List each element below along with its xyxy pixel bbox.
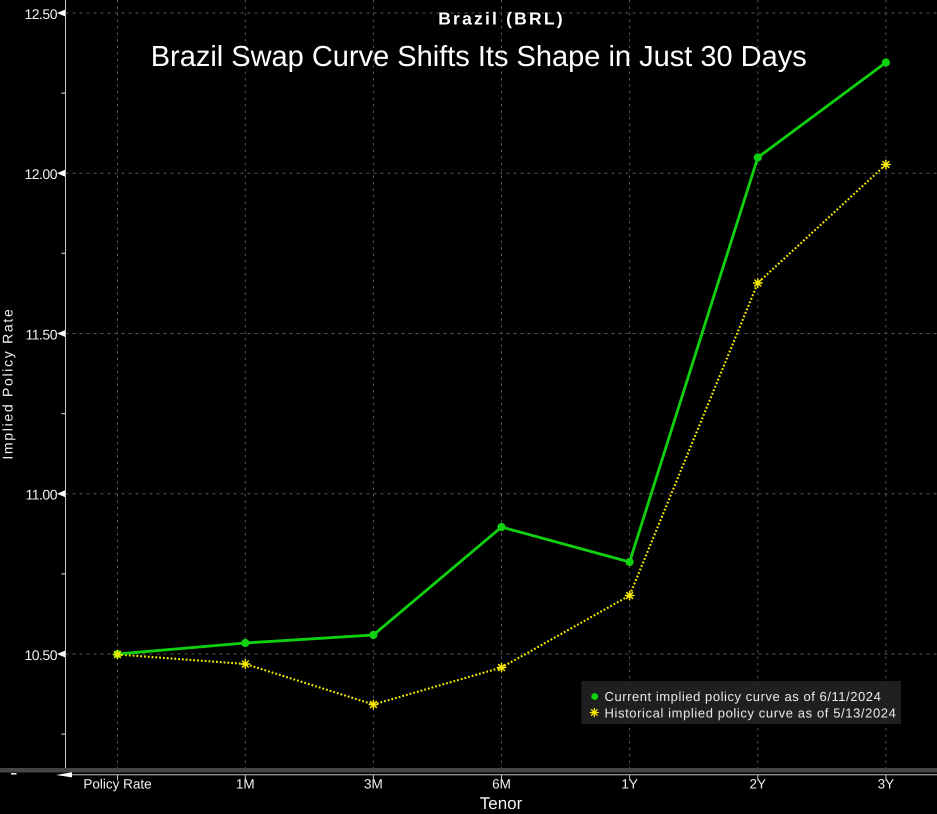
svg-text:3Y: 3Y	[878, 777, 895, 792]
svg-text:Brazil (BRL): Brazil (BRL)	[438, 8, 565, 28]
svg-text:1M: 1M	[236, 777, 255, 792]
svg-text:Historical implied policy curv: Historical implied policy curve as of 5/…	[605, 706, 897, 721]
svg-text:10.50: 10.50	[24, 647, 57, 663]
svg-text:11.00: 11.00	[26, 487, 58, 503]
svg-text:12.50: 12.50	[24, 6, 57, 22]
svg-text:11.50: 11.50	[26, 327, 58, 343]
svg-text:2Y: 2Y	[750, 777, 767, 792]
svg-text:6M: 6M	[492, 777, 511, 792]
svg-text:3M: 3M	[364, 777, 383, 792]
svg-text:12.00: 12.00	[24, 166, 57, 182]
svg-text:Tenor: Tenor	[480, 794, 523, 813]
svg-text:Brazil Swap Curve Shifts Its S: Brazil Swap Curve Shifts Its Shape in Ju…	[151, 41, 807, 73]
svg-text:Current implied policy curve a: Current implied policy curve as of 6/11/…	[605, 689, 882, 704]
svg-text:Policy Rate: Policy Rate	[83, 777, 151, 792]
svg-text:1Y: 1Y	[621, 777, 638, 792]
svg-text:Implied Policy Rate: Implied Policy Rate	[0, 308, 16, 460]
